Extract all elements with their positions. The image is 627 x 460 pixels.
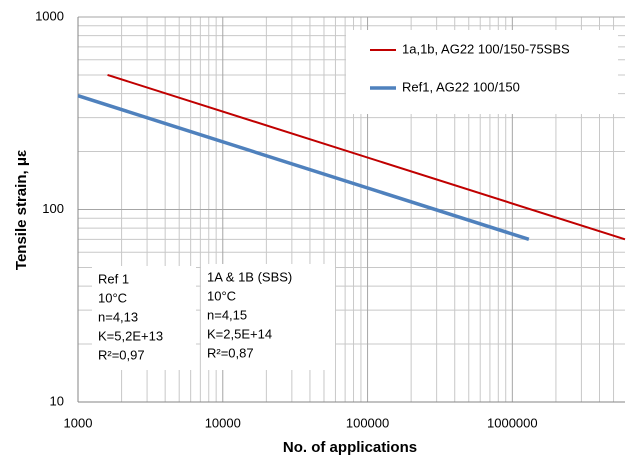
annotation-text: 10°C <box>207 288 236 303</box>
annotation-text: R²=0,97 <box>98 347 145 362</box>
annotation-text: n=4,13 <box>98 309 138 324</box>
annotation-text: K=2,5E+14 <box>207 326 272 341</box>
y-tick-label: 10 <box>50 393 64 408</box>
x-tick-label: 10000 <box>205 415 241 430</box>
x-axis-title: No. of applications <box>283 439 417 456</box>
y-tick-label: 100 <box>42 201 64 216</box>
legend-box <box>346 30 618 114</box>
annotation-box <box>201 264 335 370</box>
y-axis-title: Tensile strain, με <box>13 150 30 270</box>
annotation-text: n=4,15 <box>207 307 247 322</box>
series-line <box>77 94 530 241</box>
annotation-text: Ref 1 <box>98 271 129 286</box>
x-tick-label: 1000 <box>64 415 93 430</box>
x-tick-label: 100000 <box>346 415 389 430</box>
legend-label: 1a,1b, AG22 100/150-75SBS <box>402 41 570 56</box>
annotation-box <box>92 266 196 370</box>
annotation-text: 1A & 1B (SBS) <box>207 269 292 284</box>
x-tick-label: 1000000 <box>487 415 538 430</box>
annotation-text: K=5,2E+13 <box>98 328 163 343</box>
series-line <box>107 73 626 241</box>
annotation-text: R²=0,87 <box>207 345 254 360</box>
annotation-text: 10°C <box>98 290 127 305</box>
legend-label: Ref1, AG22 100/150 <box>402 79 520 94</box>
y-tick-label: 1000 <box>35 8 64 23</box>
